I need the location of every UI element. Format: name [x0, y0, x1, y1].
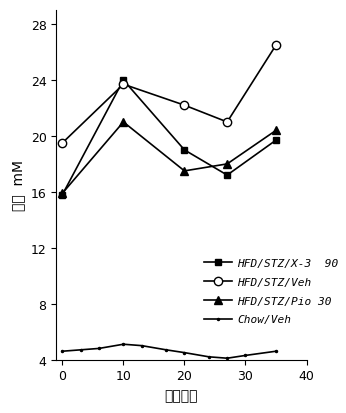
- Chow/Veh: [79, 347, 83, 352]
- Line: HFD/STZ/Pio 30: HFD/STZ/Pio 30: [58, 119, 280, 198]
- Chow/Veh: [225, 356, 229, 361]
- HFD/STZ/Pio 30: [182, 169, 186, 174]
- Chow/Veh: [164, 347, 168, 352]
- HFD/STZ/Pio 30: [225, 162, 229, 167]
- Chow/Veh: [244, 353, 248, 358]
- Chow/Veh: [182, 350, 186, 355]
- Chow/Veh: [97, 346, 101, 351]
- HFD/STZ/Pio 30: [274, 128, 278, 133]
- HFD/STZ/X-3  90: [225, 173, 229, 178]
- HFD/STZ/Pio 30: [121, 120, 126, 125]
- HFD/STZ/X-3  90: [182, 148, 186, 153]
- Chow/Veh: [207, 354, 211, 359]
- Chow/Veh: [121, 342, 126, 347]
- HFD/STZ/X-3  90: [274, 138, 278, 143]
- Line: HFD/STZ/Veh: HFD/STZ/Veh: [58, 42, 280, 148]
- Chow/Veh: [274, 349, 278, 354]
- HFD/STZ/Veh: [60, 141, 64, 146]
- Y-axis label: 血糖  mM: 血糖 mM: [11, 160, 25, 211]
- Line: HFD/STZ/X-3  90: HFD/STZ/X-3 90: [59, 77, 280, 199]
- HFD/STZ/Veh: [225, 120, 229, 125]
- HFD/STZ/Pio 30: [60, 191, 64, 196]
- HFD/STZ/X-3  90: [121, 78, 126, 83]
- HFD/STZ/Veh: [121, 83, 126, 88]
- Chow/Veh: [60, 349, 64, 354]
- Chow/Veh: [140, 343, 144, 348]
- Legend: HFD/STZ/X-3  90, HFD/STZ/Veh, HFD/STZ/Pio 30, Chow/Veh: HFD/STZ/X-3 90, HFD/STZ/Veh, HFD/STZ/Pio…: [199, 254, 343, 329]
- X-axis label: 治疗天数: 治疗天数: [165, 388, 198, 402]
- HFD/STZ/X-3  90: [60, 193, 64, 198]
- Line: Chow/Veh: Chow/Veh: [60, 342, 278, 361]
- HFD/STZ/Veh: [274, 43, 278, 48]
- HFD/STZ/Veh: [182, 103, 186, 108]
